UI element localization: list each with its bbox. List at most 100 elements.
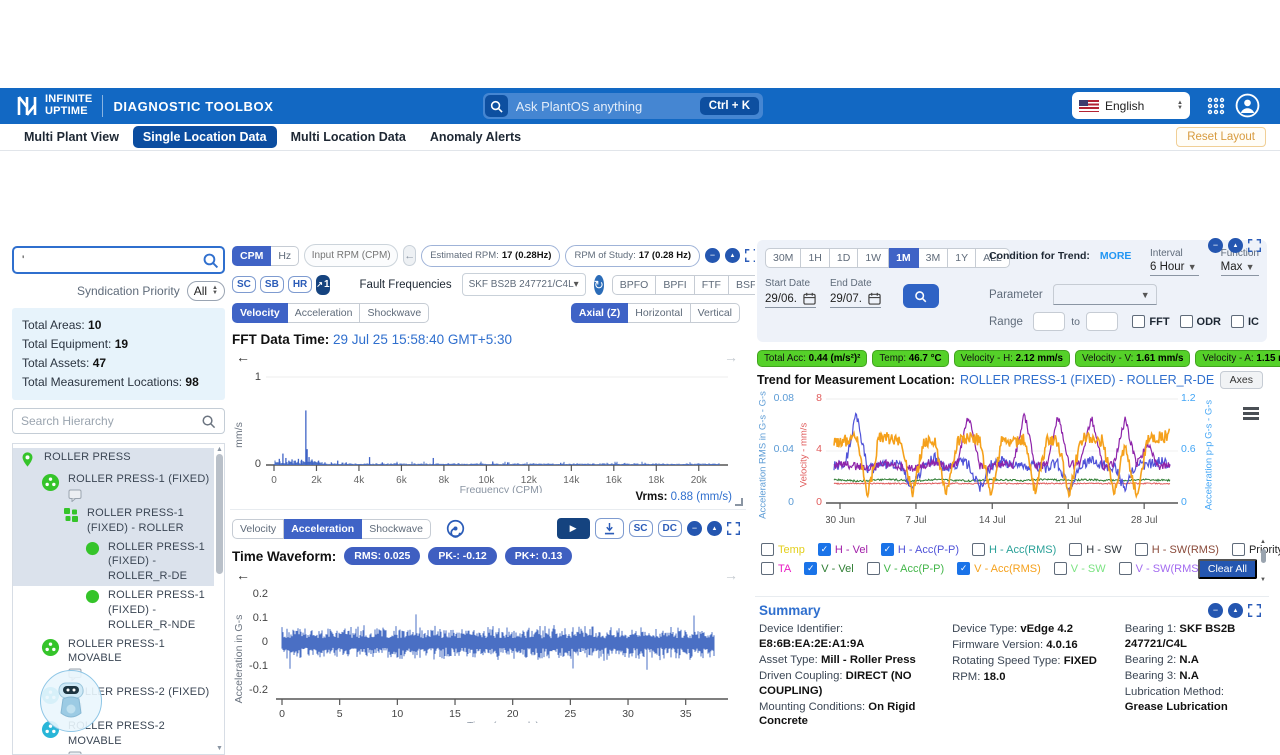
comment-icon[interactable] <box>68 751 210 754</box>
hierarchy-search-input[interactable] <box>21 414 201 428</box>
legend-ta[interactable]: TA <box>761 562 791 575</box>
input-rpm-field[interactable] <box>304 244 399 267</box>
user-account-icon[interactable] <box>1235 93 1260 118</box>
range-1m[interactable]: 1M <box>889 248 919 268</box>
trend-plot[interactable]: 30 Jun 7 Jul 14 Jul 21 Jul 28 Jul <box>826 391 1178 537</box>
legend-checkbox[interactable] <box>1231 543 1245 556</box>
comment-icon[interactable] <box>68 489 209 502</box>
collapse-button[interactable]: − <box>1208 238 1223 253</box>
orbit-spiral-icon[interactable] <box>446 519 465 538</box>
refresh-icon[interactable]: ↻ <box>593 274 604 295</box>
legend-checkbox[interactable]: ✓ <box>817 543 831 556</box>
fullscreen-icon[interactable] <box>727 522 740 535</box>
sc-button[interactable]: SC <box>628 520 653 537</box>
chatbot-mascot-icon[interactable] <box>40 670 102 732</box>
parameter-select[interactable]: ▼ <box>1052 284 1157 305</box>
language-select[interactable]: English ▲ ▼ <box>1072 92 1190 119</box>
tree-item[interactable]: ROLLER PRESS-1 MOVABLE <box>13 635 214 684</box>
brand-logo[interactable]: INFINITE UPTIME <box>14 93 92 119</box>
unit-cpm[interactable]: CPM <box>232 245 272 266</box>
sidebar-search[interactable] <box>12 246 225 274</box>
syndication-priority-select[interactable]: All ▲ ▼ <box>186 281 225 301</box>
legend-checkbox[interactable] <box>866 562 880 575</box>
fft-signal-velocity[interactable]: Velocity <box>232 303 288 323</box>
tree-item[interactable]: ROLLER PRESS-1 (FIXED) - ROLLER <box>13 503 214 538</box>
bearing-select[interactable]: SKF BS2B 247721/C4L ▾ <box>461 273 586 296</box>
tree-item[interactable]: ROLLER PRESS <box>13 448 214 470</box>
legend-v-vel[interactable]: ✓ V - Vel <box>804 562 854 575</box>
legend-checkbox[interactable]: ✓ <box>880 543 894 556</box>
dc-button[interactable]: DC <box>657 520 682 537</box>
function-select[interactable]: Function Max ▼ <box>1220 248 1259 276</box>
fullscreen-icon[interactable] <box>1248 239 1261 252</box>
legend-checkbox[interactable]: ✓ <box>957 562 971 575</box>
waveform-plot[interactable]: 0 5 10 15 20 25 30 35 Time (seconds) <box>272 583 734 723</box>
trend-search-button[interactable] <box>902 284 939 308</box>
legend-priority[interactable]: Priority <box>1231 543 1280 556</box>
collapse-button[interactable]: − <box>1208 603 1223 618</box>
sidebar-search-input[interactable] <box>22 253 202 267</box>
play-button[interactable]: ▶ <box>556 518 590 539</box>
legend-v-acc-p-p-[interactable]: V - Acc(P-P) <box>866 562 944 575</box>
prev-arrow[interactable]: ← <box>236 349 250 365</box>
expand-up-button[interactable]: ▲ <box>707 521 722 536</box>
expand-up-button[interactable]: ▲ <box>1228 603 1243 618</box>
legend-checkbox[interactable] <box>1118 562 1132 575</box>
next-arrow[interactable]: → <box>724 567 738 583</box>
prev-arrow[interactable]: ← <box>236 567 250 583</box>
range-3m[interactable]: 3M <box>918 248 949 268</box>
legend-checkbox[interactable] <box>1134 543 1148 556</box>
range-30m[interactable]: 30M <box>765 248 802 268</box>
fault-bpfo[interactable]: BPFO <box>611 274 657 295</box>
legend-v-sw-rms-[interactable]: V - SW(RMS) <box>1118 562 1202 575</box>
harmonic-cursor-button[interactable]: ↗ 1 <box>316 274 330 295</box>
legend-checkbox[interactable] <box>1069 543 1083 556</box>
legend-h-vel[interactable]: ✓ H - Vel <box>817 543 868 556</box>
tree-scrollbar[interactable]: ▲ ▼ <box>216 446 223 752</box>
range-1y[interactable]: 1Y <box>948 248 977 268</box>
legend-checkbox[interactable]: ✓ <box>804 562 818 575</box>
reset-layout-button[interactable]: Reset Layout <box>1176 127 1266 147</box>
range-from-input[interactable] <box>1032 312 1066 331</box>
fft-spectrum-plot[interactable]: 0 2k 4k 6k 8k 10k 12k 14k 16k 18k 20k Frequency (CP… <box>266 365 736 493</box>
checkbox-fft[interactable]: FFT <box>1132 315 1170 328</box>
legend-checkbox[interactable] <box>761 562 774 575</box>
sc-button[interactable]: SC <box>232 276 256 293</box>
tree-item[interactable]: ROLLER PRESS-1 (FIXED) <box>13 470 214 504</box>
range-1d[interactable]: 1D <box>829 248 859 268</box>
fault-bpfi[interactable]: BPFI <box>656 274 695 295</box>
hr-button[interactable]: HR <box>287 276 313 293</box>
tab-multi-location-data[interactable]: Multi Location Data <box>290 130 406 144</box>
legend-checkbox[interactable] <box>761 543 774 556</box>
range-all[interactable]: ALL <box>976 248 1010 268</box>
range-to-input[interactable] <box>1086 312 1119 331</box>
sb-button[interactable]: SB <box>259 276 284 293</box>
fullscreen-icon[interactable] <box>1248 604 1261 617</box>
global-search[interactable]: Ctrl + K <box>483 93 763 119</box>
legend-checkbox[interactable] <box>972 543 986 556</box>
expand-up-button[interactable]: ▲ <box>1228 238 1243 253</box>
fft-axis-axial-z-[interactable]: Axial (Z) <box>570 303 629 323</box>
tw-signal-acceleration[interactable]: Acceleration <box>284 518 363 539</box>
hierarchy-search[interactable] <box>12 408 225 434</box>
resize-handle[interactable] <box>735 498 743 506</box>
fft-axis-vertical[interactable]: Vertical <box>690 303 740 323</box>
legend-scrollbar[interactable]: ▲ ▼ <box>1260 539 1266 583</box>
collapse-button[interactable]: − <box>705 248 720 263</box>
fault-ftf[interactable]: FTF <box>694 274 729 295</box>
range-1h[interactable]: 1H <box>801 248 830 268</box>
expand-up-button[interactable]: ▲ <box>725 248 740 263</box>
tab-anomaly-alerts[interactable]: Anomaly Alerts <box>429 130 522 144</box>
apps-grid-icon[interactable] <box>1204 94 1228 118</box>
unit-hz[interactable]: Hz <box>271 245 300 266</box>
checkbox-ic[interactable]: IC <box>1231 315 1259 328</box>
start-date-field[interactable]: Start Date 29/06. <box>765 278 816 308</box>
legend-temp[interactable]: Temp <box>761 543 805 556</box>
end-date-field[interactable]: End Date 29/07. <box>829 278 881 308</box>
range-1w[interactable]: 1W <box>858 248 890 268</box>
tw-signal-shockwave[interactable]: Shockwave <box>362 518 431 539</box>
fft-signal-acceleration[interactable]: Acceleration <box>287 303 361 323</box>
fft-signal-shockwave[interactable]: Shockwave <box>360 303 430 323</box>
legend-h-acc-p-p-[interactable]: ✓ H - Acc(P-P) <box>880 543 959 556</box>
tab-multi-plant-view[interactable]: Multi Plant View <box>24 130 119 144</box>
